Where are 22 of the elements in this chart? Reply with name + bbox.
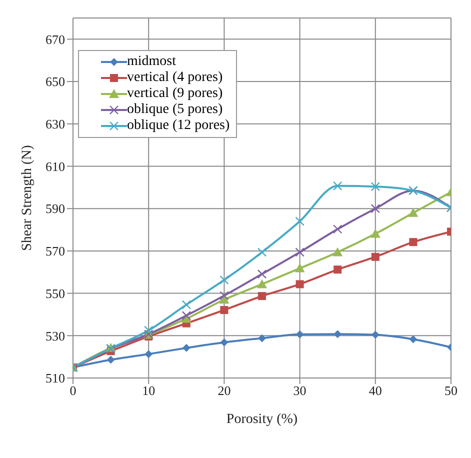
x-axis-title: Porosity (%) bbox=[226, 412, 298, 427]
legend-label: vertical (9 pores) bbox=[127, 86, 223, 102]
y-tick-label: 630 bbox=[46, 116, 65, 132]
legend-label: vertical (4 pores) bbox=[127, 70, 223, 86]
legend-label: midmost bbox=[127, 54, 176, 70]
legend-label: oblique (5 pores) bbox=[127, 102, 223, 118]
y-tick-label: 610 bbox=[46, 158, 65, 174]
y-tick-label: 570 bbox=[46, 244, 65, 259]
legend-label: oblique (12 pores) bbox=[127, 118, 230, 134]
y-tick-label: 550 bbox=[46, 286, 65, 301]
x-tick-label: 20 bbox=[218, 383, 231, 398]
y-tick-label: 510 bbox=[46, 370, 65, 386]
y-tick-label: 650 bbox=[46, 74, 65, 90]
x-tick-label: 50 bbox=[444, 383, 458, 398]
y-axis-title: Shear Strength (N) bbox=[20, 144, 35, 251]
x-tick-label: 0 bbox=[70, 383, 76, 398]
y-tick-label: 590 bbox=[46, 201, 65, 216]
y-tick-label: 530 bbox=[46, 328, 65, 344]
x-tick-label: 40 bbox=[368, 383, 382, 398]
x-tick-label: 30 bbox=[293, 383, 306, 398]
x-tick-label: 10 bbox=[142, 383, 156, 398]
y-tick-label: 670 bbox=[46, 32, 65, 47]
